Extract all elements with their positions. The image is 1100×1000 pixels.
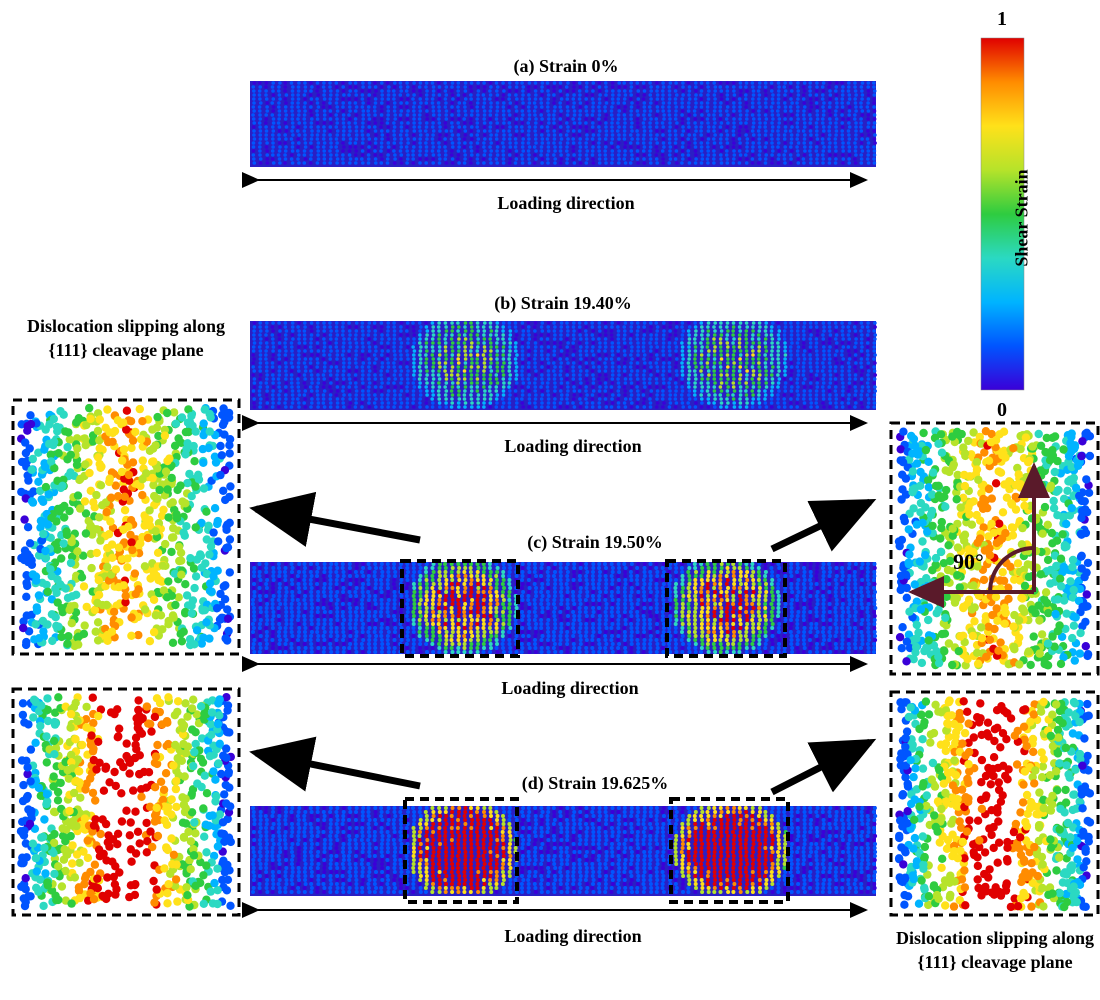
loading-direction-b: Loading direction: [504, 436, 642, 456]
arrow-d-right: [770, 738, 877, 796]
panel-b-label: (b) Strain 19.40%: [494, 293, 632, 313]
pointer-arrows: [249, 491, 877, 796]
panel-d-label: (d) Strain 19.625%: [521, 773, 669, 793]
loading-direction-a: Loading direction: [497, 193, 635, 213]
loading-direction-c: Loading direction: [501, 678, 639, 698]
inset-frame-cr: [889, 421, 1100, 676]
colorbar-max-label: 1: [997, 8, 1007, 30]
left-annotation: Dislocation slipping along {111} cleavag…: [26, 316, 226, 360]
panel-b-atom-strip: [250, 321, 877, 410]
panel-d-atom-strip: [250, 806, 878, 896]
panel-a-label: (a) Strain 0%: [513, 56, 619, 76]
right-annotation: Dislocation slipping along {111} cleavag…: [895, 928, 1095, 972]
arrow-c-left: [249, 491, 421, 547]
angle-arc: [988, 546, 1035, 593]
loading-direction-d: Loading direction: [504, 926, 642, 946]
colorbar: [980, 37, 1025, 391]
inset-frame-dl: [11, 687, 241, 917]
arrow-c-right: [770, 498, 877, 553]
colorbar-min-label: 0: [997, 399, 1007, 421]
inset-c-right: [893, 425, 1096, 672]
inset-c-left: [15, 402, 237, 652]
panel-c-atom-strip: [250, 562, 878, 654]
angle-label: 90°: [953, 549, 984, 574]
loading-arrows: [242, 172, 868, 918]
inset-d-left: [15, 691, 237, 913]
inset-d-right: [893, 694, 1096, 913]
inset-frame-cl: [11, 398, 241, 656]
panel-c-label: (c) Strain 19.50%: [527, 532, 663, 552]
arrow-d-left: [249, 736, 421, 792]
colorbar-title: Shear Strain: [1011, 169, 1032, 267]
angle-annotation: [908, 462, 1050, 608]
panel-a-atom-strip: [250, 81, 877, 167]
inset-frame-dr: [889, 690, 1100, 917]
